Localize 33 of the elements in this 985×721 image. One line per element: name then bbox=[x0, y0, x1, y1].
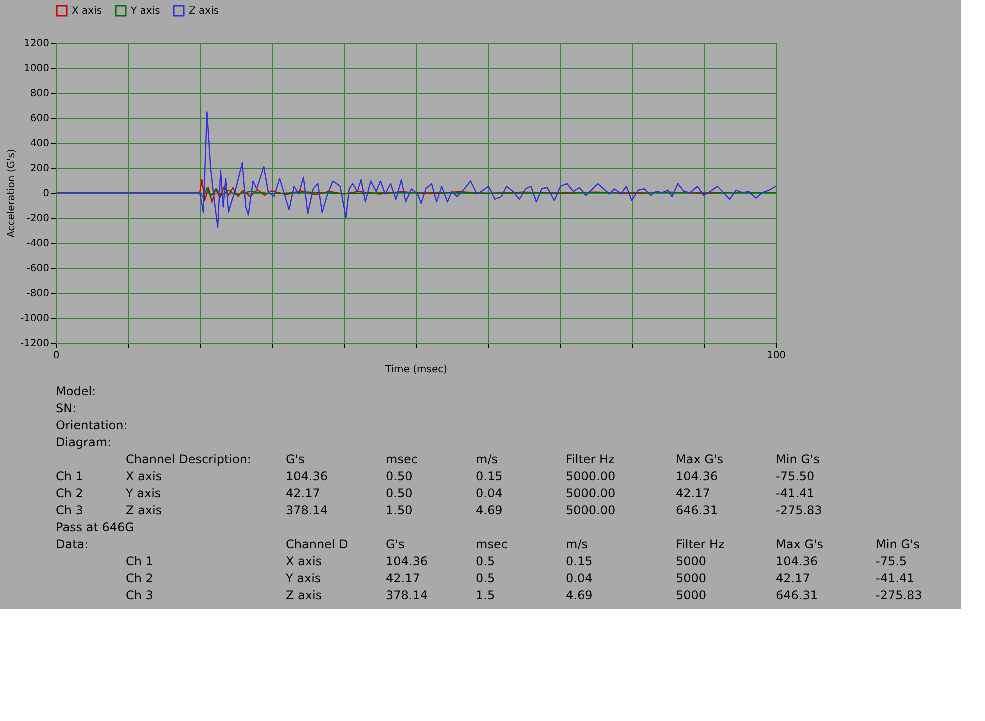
x-axis-title: Time (msec) bbox=[384, 364, 448, 376]
y-tick-label: -400 bbox=[26, 238, 50, 250]
y-tick-label: 1000 bbox=[24, 64, 50, 74]
text: Data: Channel D G's msec m/s Filter Hz Max G's Min G's bbox=[56, 538, 920, 552]
x-tick-label: 100 bbox=[766, 350, 786, 362]
text: SN: bbox=[56, 402, 77, 416]
line-series bbox=[55, 112, 777, 228]
y-tick-label: 800 bbox=[30, 88, 50, 100]
text: Model: bbox=[56, 384, 96, 398]
y-tick-label: 1200 bbox=[24, 38, 50, 50]
y-tick-label: 200 bbox=[30, 164, 50, 174]
y-tick-label: -600 bbox=[26, 264, 50, 274]
text: Channel Description: G's msec m/s Filter Hz Max G's Min G's bbox=[126, 452, 820, 466]
y-tick-label: 600 bbox=[30, 114, 50, 124]
y-tick-label: -800 bbox=[26, 288, 50, 300]
legend-label: Y axis bbox=[130, 6, 160, 17]
text: Ch 1 X axis 104.36 0.50 0.15 5000.00 104.36 -75.50 bbox=[56, 470, 815, 484]
y-tick-label: -1000 bbox=[20, 314, 50, 324]
text: Ch 2 Y axis 42.17 0.50 0.04 5000.00 42.17 -41.41 bbox=[56, 486, 815, 500]
text: Orientation: bbox=[56, 418, 128, 432]
text: Diagram: bbox=[56, 436, 112, 450]
text: Ch 1 X axis 104.36 0.5 0.15 5000 104.36 -75.5 bbox=[126, 554, 908, 568]
text: Pass at 646G bbox=[56, 520, 134, 534]
y-tick-label: 0 bbox=[43, 188, 50, 200]
y-tick-label: 400 bbox=[30, 138, 50, 150]
legend-label: X axis bbox=[72, 6, 102, 17]
y-tick-label: -200 bbox=[26, 214, 50, 224]
text: Ch 2 Y axis 42.17 0.5 0.04 5000 42.17 -41.41 bbox=[126, 572, 915, 586]
text: Ch 3 Z axis 378.14 1.50 4.69 5000.00 646.31 -275.83 bbox=[56, 504, 822, 518]
y-tick-label: -1200 bbox=[20, 338, 50, 350]
y-axis-title: Acceleration (G's) bbox=[6, 148, 18, 238]
legend-label: Z axis bbox=[189, 6, 220, 17]
text: Ch 3 Z axis 378.14 1.5 4.69 5000 646.31 -275.83 bbox=[126, 588, 922, 602]
